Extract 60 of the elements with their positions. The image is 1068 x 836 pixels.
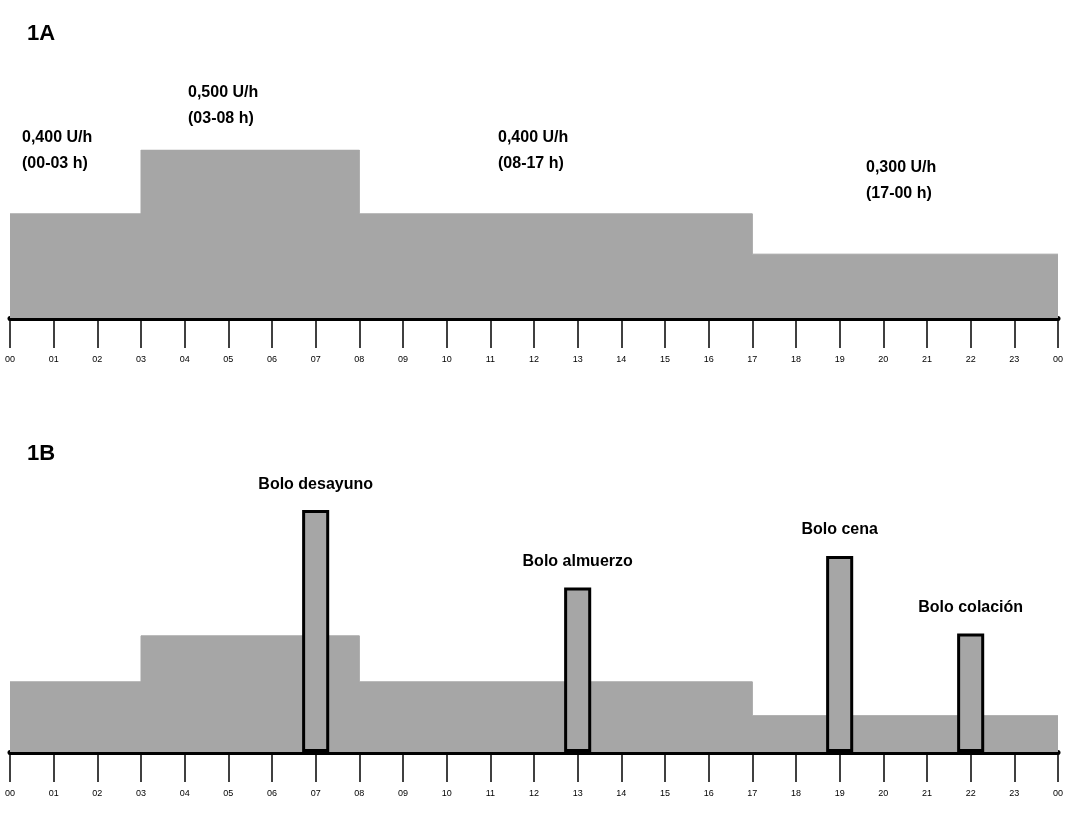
x-tick-label: 16 xyxy=(703,787,714,798)
x-tick-label: 00 xyxy=(1052,787,1064,798)
x-tick-label: 20 xyxy=(878,353,889,364)
x-tick-label: 02 xyxy=(92,353,103,364)
x-tick-label: 11 xyxy=(485,353,496,364)
x-tick-label: 17 xyxy=(747,787,758,798)
x-tick-label: 00 xyxy=(4,353,16,364)
x-tick-label: 21 xyxy=(921,787,933,798)
annotation: Bolo cena xyxy=(801,520,878,538)
x-tick-label: 00 xyxy=(1052,353,1064,364)
chart-title: 1B xyxy=(27,439,56,465)
x-tick-label: 06 xyxy=(266,353,278,364)
annotation: 0,400 U/h (00-03 h) xyxy=(22,127,93,171)
x-tick-label: 09 xyxy=(397,787,409,798)
x-tick-label: 08 xyxy=(354,787,365,798)
x-tick-label: 21 xyxy=(921,353,933,364)
x-tick-label: 18 xyxy=(790,787,802,798)
x-tick-label: 19 xyxy=(834,787,845,798)
x-tick-label: 15 xyxy=(659,353,671,364)
x-tick-label: 14 xyxy=(616,787,627,798)
x-tick-label: 14 xyxy=(616,353,627,364)
x-tick-label: 20 xyxy=(878,787,889,798)
annotation: 0,400 U/h (08-17 h) xyxy=(498,127,569,171)
x-tick-label: 13 xyxy=(572,787,583,798)
x-tick-label: 12 xyxy=(528,353,540,364)
x-tick-label: 03 xyxy=(135,353,147,364)
x-tick-label: 12 xyxy=(528,787,540,798)
x-tick-label: 01 xyxy=(48,787,59,798)
annotation: 0,300 U/h (17-00 h) xyxy=(866,157,937,201)
x-tick-label: 09 xyxy=(397,353,409,364)
annotation: Bolo colación xyxy=(918,597,1024,615)
annotation: Bolo almuerzo xyxy=(522,551,634,569)
annotation: Bolo desayuno xyxy=(258,474,374,492)
x-tick-label: 02 xyxy=(92,787,103,798)
x-tick-label: 23 xyxy=(1009,353,1020,364)
x-tick-label: 15 xyxy=(659,787,671,798)
x-tick-label: 00 xyxy=(4,787,16,798)
x-tick-label: 16 xyxy=(703,353,714,364)
x-tick-label: 05 xyxy=(223,787,234,798)
x-tick-label: 18 xyxy=(790,353,802,364)
x-tick-label: 17 xyxy=(747,353,758,364)
x-tick-label: 23 xyxy=(1009,787,1020,798)
x-tick-label: 10 xyxy=(441,787,452,798)
chart-title: 1A xyxy=(27,19,56,45)
x-tick-label: 01 xyxy=(48,353,59,364)
x-tick-label: 13 xyxy=(572,353,583,364)
x-tick-label: 06 xyxy=(266,787,278,798)
x-tick-label: 08 xyxy=(354,353,365,364)
x-tick-label: 04 xyxy=(179,353,190,364)
x-tick-label: 22 xyxy=(965,353,976,364)
x-tick-label: 10 xyxy=(441,353,452,364)
x-tick-label: 04 xyxy=(179,787,190,798)
x-tick-label: 05 xyxy=(223,353,234,364)
text: 0,500 U/h (03-08 h) xyxy=(188,82,259,126)
x-tick-label: 11 xyxy=(485,787,496,798)
x-tick-label: 07 xyxy=(310,353,321,364)
x-tick-label: 22 xyxy=(965,787,976,798)
x-tick-label: 07 xyxy=(310,787,321,798)
x-tick-label: 19 xyxy=(834,353,845,364)
x-tick-label: 03 xyxy=(135,787,147,798)
